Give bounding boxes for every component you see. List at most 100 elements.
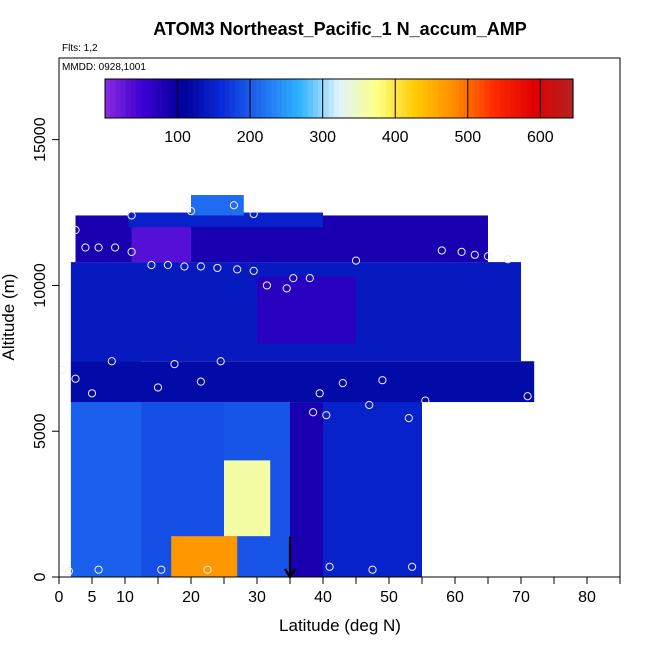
colorbar-segment [536, 79, 543, 118]
flight-sample-point [71, 225, 80, 235]
heatmap-cell [70, 361, 535, 403]
colorbar-segment [458, 79, 465, 118]
y-axis: 0 5000 10000 15000 [32, 117, 59, 581]
colorbar-segment [245, 79, 252, 118]
colorbar-segment [391, 79, 397, 118]
flight-sample-point [87, 389, 97, 398]
colorbar-segment [531, 79, 538, 118]
x-axis: 0 5 10 20 30 40 50 60 70 80 [55, 577, 621, 606]
colorbar-frame [104, 78, 574, 119]
colorbar-segment [515, 79, 522, 118]
x-tick-label: 5 [88, 589, 97, 606]
colorbar-tick-label: 200 [237, 129, 264, 146]
dates-annotation: MMDD: 0928,1001 [62, 62, 146, 73]
flight-sample-point [170, 360, 179, 369]
x-tick-label: 20 [182, 589, 200, 606]
flight-sample-point [309, 408, 318, 417]
flight-sample-point [196, 377, 205, 386]
heatmap-cell [323, 396, 422, 577]
colorbar-tick-label: 600 [527, 129, 554, 146]
colorbar-segment [427, 79, 434, 118]
colorbar-segment [359, 79, 366, 118]
colorbar-segment [385, 79, 392, 118]
colorbar-segment [328, 79, 335, 118]
plot-frame [58, 57, 621, 578]
x-tick-label: 40 [314, 589, 332, 606]
flight-sample-point [404, 413, 413, 423]
colorbar-segment [349, 79, 356, 118]
flight-sample-point [325, 562, 334, 571]
flight-sample-point [153, 383, 163, 392]
heatmap-cell [257, 276, 356, 344]
colorbar-segment [505, 79, 512, 118]
flight-sample-point [368, 565, 377, 574]
flight-sample-point [213, 263, 222, 273]
colorbar-tick-label: 400 [382, 129, 409, 146]
flight-sample-point [107, 357, 116, 366]
flight-sample-point [351, 256, 361, 265]
colorbar-segment [339, 79, 345, 118]
colorbar-segment [432, 79, 439, 118]
y-tick-label: 10000 [32, 263, 49, 308]
colorbar-segment [136, 79, 142, 118]
colorbar-segment [318, 79, 324, 118]
colorbar-segment [162, 79, 168, 118]
colorbar-segment [479, 79, 486, 118]
colorbar-segment [224, 79, 231, 118]
flight-sample-point [81, 243, 90, 252]
flight-sample-point [64, 567, 74, 576]
colorbar-segment [219, 79, 226, 118]
flight-sample-point [157, 565, 166, 574]
colorbar-segment [250, 79, 257, 118]
flight-sample-point [322, 411, 331, 420]
chart-title: ATOM3 Northeast_Pacific_1 N_accum_AMP [153, 19, 526, 39]
colorbar-segment [146, 79, 153, 118]
heatmap-cell [128, 212, 323, 228]
flight-sample-point [305, 274, 314, 283]
colorbar-segment [276, 79, 283, 118]
flight-sample-point [503, 255, 512, 264]
colorbar-segment [141, 79, 148, 118]
colorbar-segment [240, 79, 246, 118]
colorbar-segment [500, 79, 506, 118]
flight-sample-point [282, 284, 291, 293]
flight-sample-point [365, 400, 374, 410]
flight-sample-point [262, 281, 271, 290]
colorbar-segment [302, 79, 309, 118]
heatmap-cell [191, 195, 244, 216]
flight-sample-point [71, 374, 80, 383]
flight-sample-point [470, 250, 479, 259]
x-tick-label: 80 [578, 589, 596, 606]
colorbar-segment [198, 79, 205, 118]
colorbar-segment [401, 79, 408, 118]
colorbar-segment [172, 79, 179, 118]
flight-sample-point [163, 260, 172, 270]
y-tick-label: 15000 [32, 117, 49, 162]
flight-points [59, 201, 532, 576]
colorbar-segment [411, 79, 418, 118]
colorbar-segment [344, 79, 350, 118]
flight-sample-point [437, 246, 446, 255]
colorbar-segment [557, 79, 564, 118]
colorbar-segment [115, 79, 122, 118]
x-tick-label: 60 [446, 589, 464, 606]
colorbar-segment [235, 79, 241, 118]
x-tick-label: 50 [380, 589, 398, 606]
flight-sample-point [229, 201, 238, 210]
heatmap-cells [70, 195, 535, 577]
colorbar-segment [448, 79, 454, 118]
flight-sample-point [196, 262, 205, 271]
colorbar-segment [183, 79, 189, 118]
flight-sample-point [249, 266, 258, 275]
colorbar-segment [562, 79, 569, 118]
colorbar-segment [125, 79, 132, 118]
colorbar-segment [380, 79, 387, 118]
colorbar-segment [229, 79, 236, 118]
colorbar-segment [417, 79, 423, 118]
flight-sample-point [186, 206, 196, 216]
flight-sample-point [94, 565, 103, 574]
colorbar-tick-label: 100 [164, 129, 191, 146]
flight-sample-point [94, 243, 103, 252]
flights-annotation: Flts: 1,2 [62, 43, 98, 54]
flight-sample-point [147, 260, 156, 270]
